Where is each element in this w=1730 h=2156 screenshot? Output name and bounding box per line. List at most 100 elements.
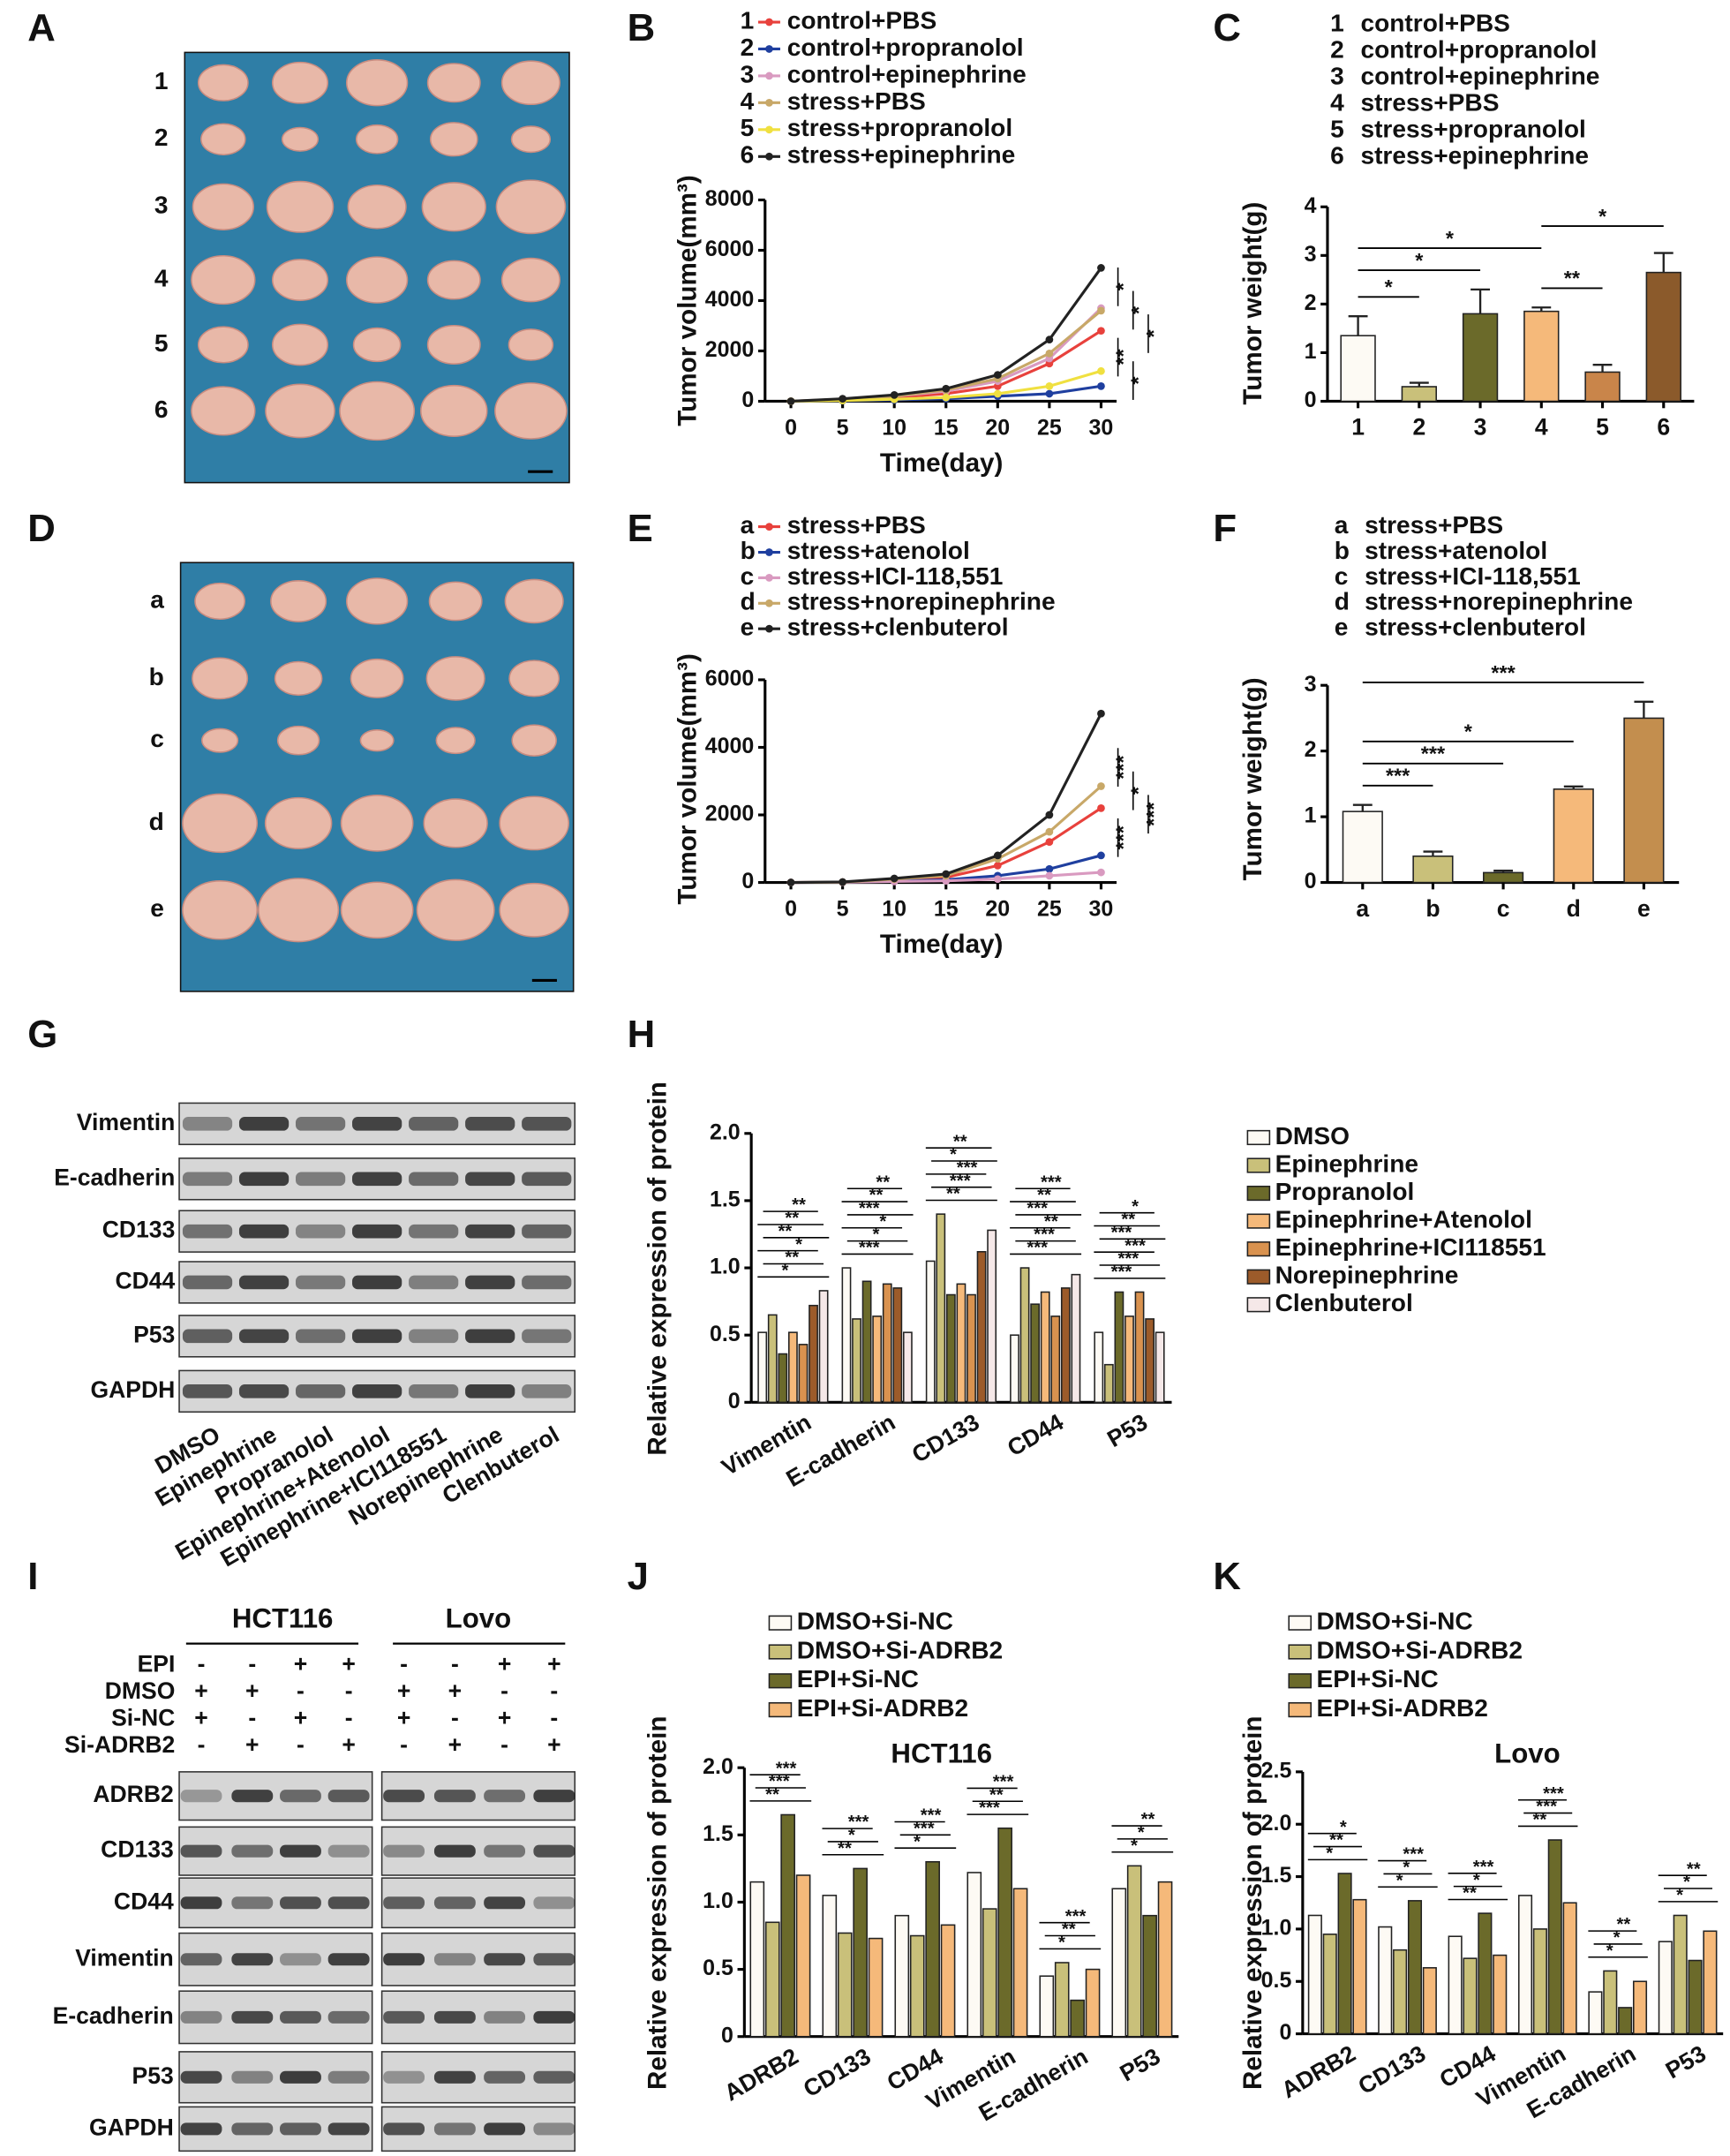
point xyxy=(1045,389,1054,398)
blot-band xyxy=(280,1896,321,1910)
bar xyxy=(1483,871,1524,884)
x-tick-label: 15 xyxy=(934,415,959,440)
bar xyxy=(1145,1318,1155,1404)
sig-label: * xyxy=(1464,720,1473,743)
sig-label: * xyxy=(1473,1871,1480,1890)
legend-marker xyxy=(765,98,773,107)
bar xyxy=(1448,1935,1463,2035)
sig-label: * xyxy=(1446,227,1455,250)
y-tick-label: 3 xyxy=(1305,672,1317,697)
bar xyxy=(1623,717,1665,884)
legend-key: 5 xyxy=(741,114,755,141)
sig-label: * xyxy=(879,1212,886,1232)
condition-sign: - xyxy=(198,1651,206,1677)
condition-sign: - xyxy=(400,1731,408,1758)
tumor xyxy=(191,254,256,305)
bar xyxy=(925,1260,936,1404)
x-tick-label: 6 xyxy=(1657,414,1670,441)
sig-label: * xyxy=(1676,1886,1683,1905)
bar xyxy=(1114,1291,1124,1404)
tumor xyxy=(182,880,259,940)
sig-label: ** xyxy=(765,1785,779,1805)
blot-band xyxy=(238,1329,290,1344)
bar xyxy=(1322,1934,1337,2035)
legend-label: Epinephrine+Atenolol xyxy=(1275,1206,1532,1233)
bar xyxy=(976,1251,987,1404)
legend-key: 6 xyxy=(1330,141,1344,169)
legend-label: Epinephrine xyxy=(1275,1150,1418,1177)
blot xyxy=(380,2106,576,2152)
sig-label: * xyxy=(1127,305,1150,314)
x-tick-label: 0 xyxy=(785,415,797,440)
y-tick-label: 4 xyxy=(1305,193,1317,218)
x-tick-label: 20 xyxy=(985,896,1010,921)
blot-band xyxy=(295,1275,346,1290)
bar xyxy=(1050,1315,1061,1404)
blot-band xyxy=(383,2070,425,2084)
blot-band xyxy=(383,1844,425,1858)
tumor xyxy=(340,795,414,852)
sig-label: * xyxy=(914,1832,921,1851)
bar xyxy=(1463,1957,1478,2035)
blot-band xyxy=(383,2010,425,2024)
bar xyxy=(1493,1954,1508,2035)
sig-label: *** xyxy=(950,1172,971,1191)
y-tick-label: 2.5 xyxy=(1261,1758,1292,1783)
row-label: CD133 xyxy=(101,1836,174,1863)
tumor xyxy=(426,63,481,103)
bar xyxy=(1103,1363,1114,1404)
bar xyxy=(967,1872,982,2038)
y-tick-label: 0 xyxy=(741,388,754,412)
row-label: CD44 xyxy=(114,1888,174,1914)
sig-label: ** xyxy=(953,1132,967,1151)
panel-label: J xyxy=(628,1555,649,1598)
tumor xyxy=(508,660,560,697)
blot-band xyxy=(231,1953,274,1966)
bar xyxy=(894,1914,910,2038)
point xyxy=(1097,366,1105,375)
sig-label: * xyxy=(1326,1844,1333,1864)
sig-label: *** xyxy=(1386,765,1410,788)
sig-label: ** xyxy=(1616,1915,1630,1934)
bar xyxy=(1085,1968,1101,2038)
tumor xyxy=(511,724,557,757)
y-tick-label: 1 xyxy=(1305,803,1317,828)
blot-band xyxy=(465,1275,515,1290)
blot-band xyxy=(433,2122,476,2136)
y-axis-label: Tumor weight(g) xyxy=(1238,202,1267,405)
bar xyxy=(1393,1949,1408,2035)
bar xyxy=(945,1293,956,1404)
error-bar xyxy=(1470,288,1490,314)
tumor xyxy=(426,324,481,365)
blot-band xyxy=(433,2070,476,2084)
sig-label: ** xyxy=(946,1185,960,1204)
tumor xyxy=(346,59,409,107)
bar xyxy=(956,1283,967,1404)
legend-key: a xyxy=(1335,511,1349,539)
x-tick-label: 2 xyxy=(1412,414,1425,441)
y-tick-label: 2 xyxy=(1305,290,1317,315)
tumor xyxy=(494,382,568,440)
legend-key: 3 xyxy=(1330,63,1344,90)
legend-label: stress+PBS xyxy=(1365,511,1503,539)
legend-swatch xyxy=(768,1615,793,1631)
condition-sign: + xyxy=(294,1705,308,1731)
bar xyxy=(892,1287,903,1404)
row-label: b xyxy=(149,663,164,690)
legend-marker xyxy=(765,18,773,26)
error-bar xyxy=(1409,381,1429,387)
bar xyxy=(1618,2007,1633,2035)
blot-band xyxy=(238,1275,290,1290)
legend-label: control+epinephrine xyxy=(787,60,1027,87)
sig-label: *** xyxy=(1027,1199,1048,1218)
bar xyxy=(1337,1873,1352,2035)
y-tick-label: 1.5 xyxy=(703,1821,733,1846)
legend-marker xyxy=(765,125,773,134)
sig-label: * xyxy=(1138,1823,1145,1843)
condition-sign: + xyxy=(342,1651,356,1677)
tumor xyxy=(346,577,409,625)
blot-band xyxy=(238,1172,290,1187)
panel-label: K xyxy=(1213,1555,1241,1598)
bar xyxy=(1010,1334,1019,1404)
